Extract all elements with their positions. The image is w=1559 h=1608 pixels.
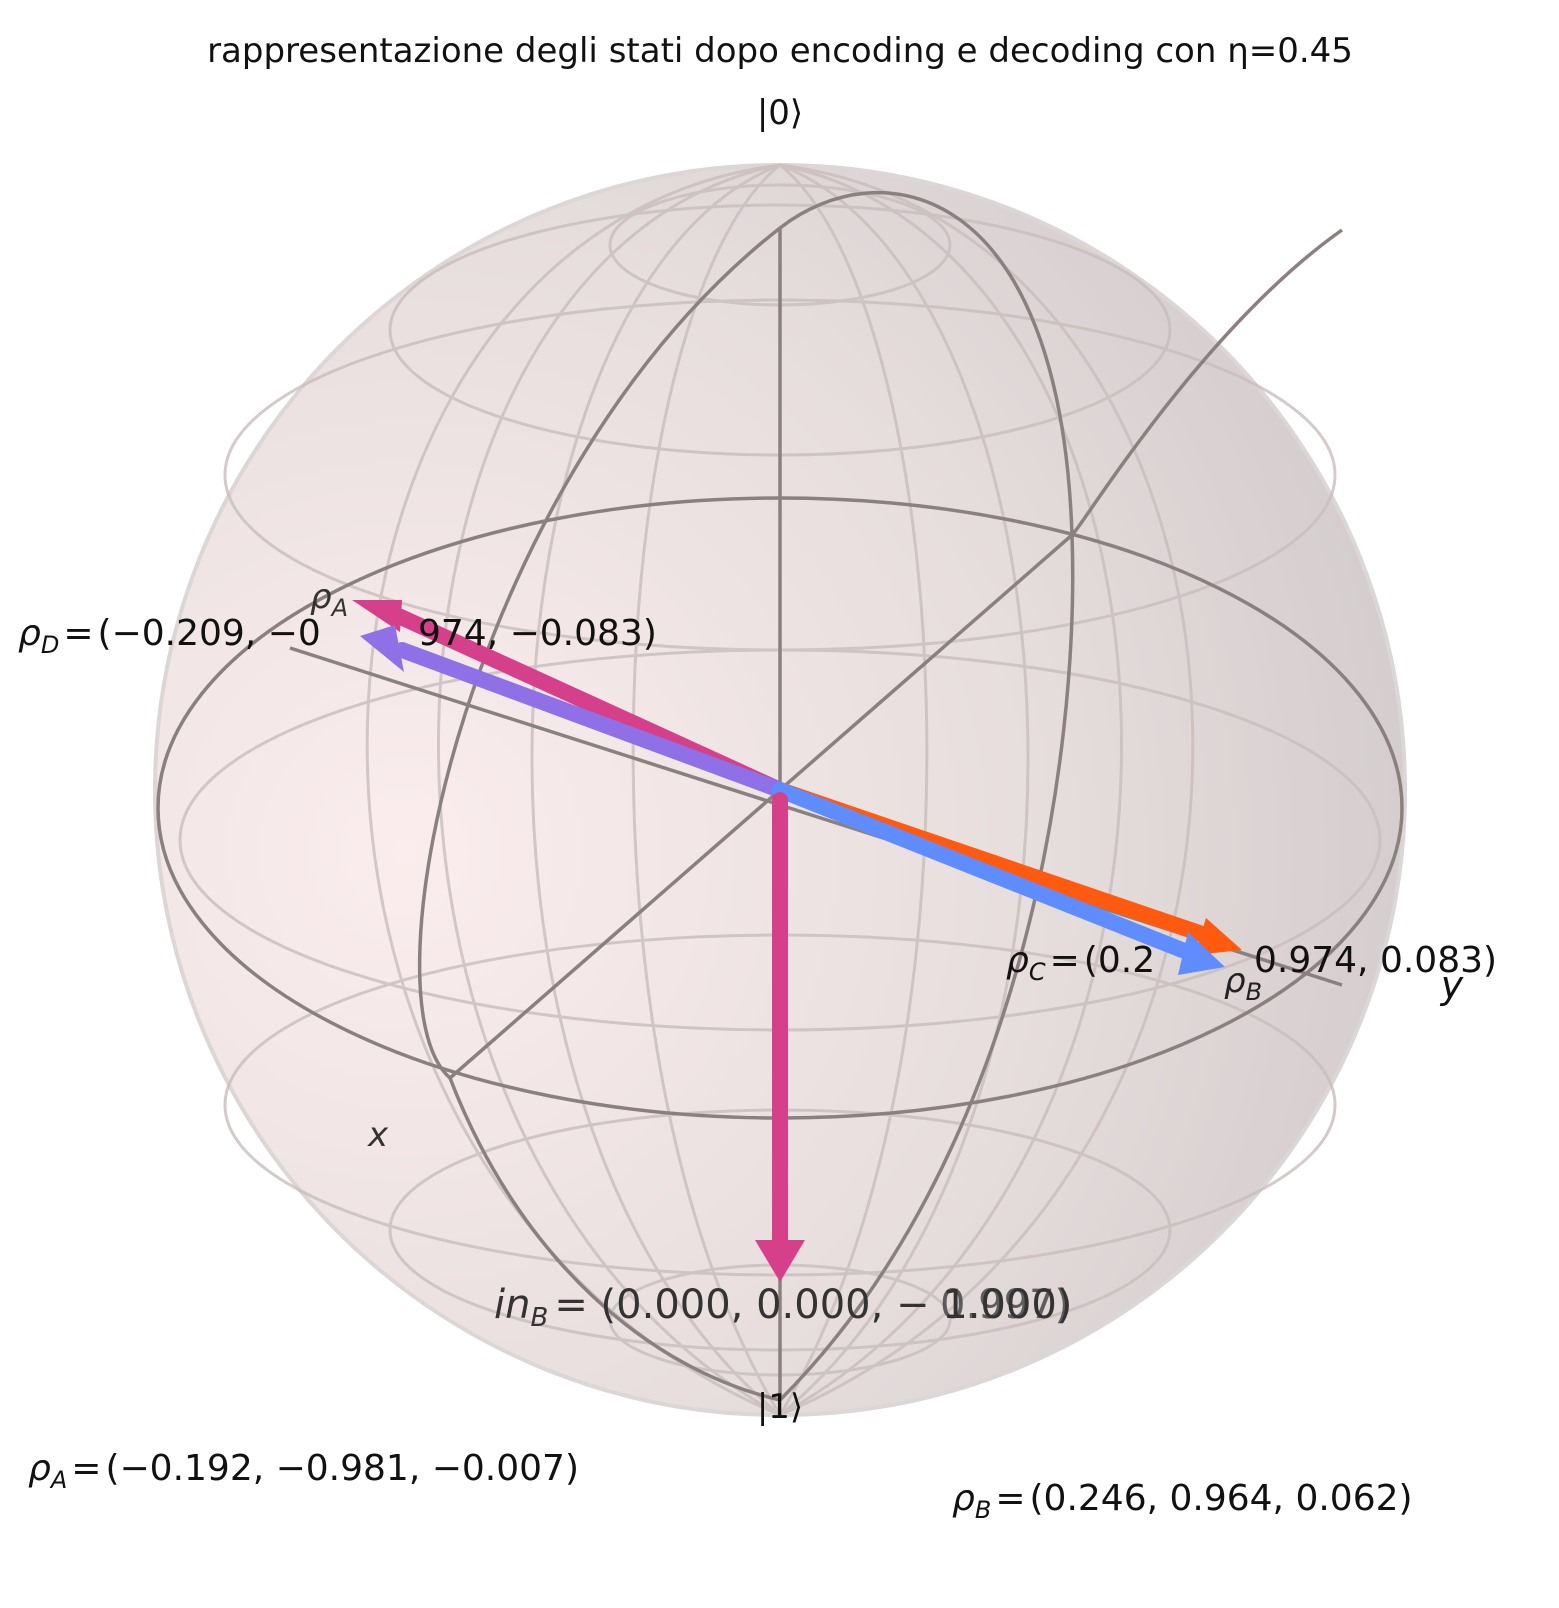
arrowhead-rho-d xyxy=(360,625,404,672)
rho-a-coords-label: ρA = (−0.192, −0.981, −0.007) xyxy=(28,1448,579,1494)
in-overlap-label-2: 0.997) xyxy=(940,1282,1070,1328)
rho-b-tip-label: ρB xyxy=(1224,961,1262,1006)
rho-d-label-tail: 974, −0.083) xyxy=(418,613,657,654)
south-pole-label: |1⟩ xyxy=(757,1387,803,1427)
rho-d-label: ρD = (−0.209, −0 xyxy=(18,613,321,659)
x-axis-line xyxy=(448,533,1074,1080)
arrowhead-in xyxy=(755,1240,805,1282)
figure-title: rappresentazione degli stati dopo encodi… xyxy=(207,31,1353,71)
rho-c-label: ρC = (0.2 xyxy=(1006,940,1155,986)
arrowhead-rho-a xyxy=(352,600,402,632)
great-circle-c xyxy=(1070,228,1344,537)
vector-rho-d xyxy=(394,642,788,798)
rho-b-coords-label: ρB = (0.246, 0.964, 0.062) xyxy=(952,1478,1413,1524)
x-axis-label: x xyxy=(367,1115,389,1155)
arrowhead-rho-c xyxy=(1195,918,1242,955)
rho-a-tip-label: ρA xyxy=(310,577,348,622)
arrowhead-rho-b xyxy=(1178,932,1225,975)
great-circle-b xyxy=(778,190,1075,1402)
in-overlap-label: inB = (0.000, 0.000, − 1.000) xyxy=(494,1282,1072,1333)
back-wireframe xyxy=(178,163,1382,1417)
great-circle-a xyxy=(417,226,782,1402)
vectors xyxy=(352,600,1242,1282)
vector-rho-b xyxy=(772,782,1190,958)
y-axis-label: y xyxy=(1440,963,1464,1007)
rho-c-label-tail: 0.974, 0.083) xyxy=(1254,940,1497,981)
north-pole-label: |0⟩ xyxy=(757,93,803,133)
